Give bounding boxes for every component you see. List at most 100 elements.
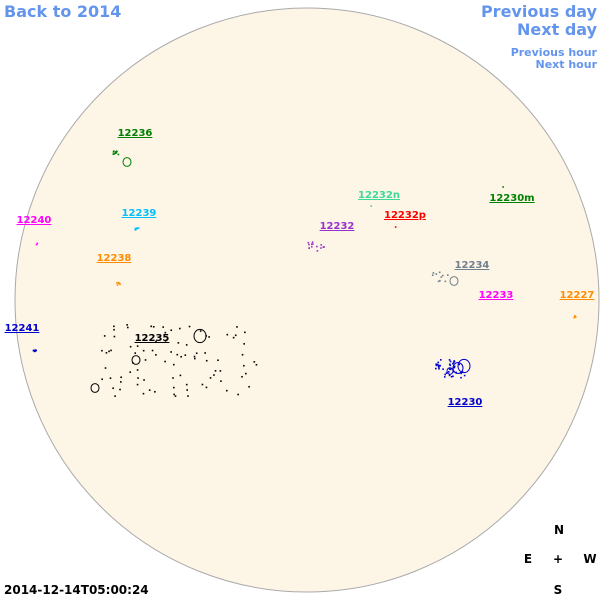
region-label[interactable]: 12234 <box>455 260 490 271</box>
region-label[interactable]: 12240 <box>17 215 52 226</box>
region-label[interactable]: 12236 <box>118 128 153 139</box>
spot <box>448 363 451 366</box>
spot <box>225 389 228 392</box>
prev-day-link[interactable]: Previous day <box>481 2 598 21</box>
spot <box>174 395 177 397</box>
spot <box>150 325 152 328</box>
spot-umbra <box>193 328 207 344</box>
spot <box>452 362 454 365</box>
spot <box>142 349 145 352</box>
spot <box>452 361 455 364</box>
spot <box>148 389 151 391</box>
spot <box>113 325 115 328</box>
spot <box>448 368 451 370</box>
spot <box>176 353 179 356</box>
spot <box>438 367 440 370</box>
prev-hour-link[interactable]: Previous hour <box>511 46 598 59</box>
spot <box>449 360 452 363</box>
spot <box>444 373 446 376</box>
spot <box>438 364 440 367</box>
compass-w: W <box>583 552 596 566</box>
spot <box>435 363 438 366</box>
region-label[interactable]: 12241 <box>5 323 40 334</box>
spot <box>443 376 446 378</box>
region-label[interactable]: 12227 <box>560 290 595 301</box>
spot <box>137 377 139 379</box>
spot <box>241 353 244 356</box>
spot <box>184 354 187 356</box>
spot <box>164 340 167 342</box>
region-label[interactable]: 12238 <box>97 253 132 264</box>
spot <box>213 374 215 376</box>
spot <box>134 228 137 231</box>
spot <box>452 375 454 378</box>
spot-umbra <box>90 383 100 393</box>
spot <box>394 226 397 228</box>
spot <box>179 327 181 330</box>
spot <box>219 370 222 372</box>
region-label[interactable]: 12239 <box>122 208 157 219</box>
next-day-link[interactable]: Next day <box>517 20 598 39</box>
spot <box>449 368 452 371</box>
timestamp: 2014-12-14T05:00:24 <box>4 583 149 597</box>
spot <box>448 374 451 377</box>
spot <box>435 273 438 275</box>
spot <box>154 390 156 393</box>
spot <box>573 315 576 317</box>
spot <box>103 335 106 337</box>
spot <box>108 350 110 353</box>
spot <box>316 250 319 252</box>
spot <box>208 336 210 338</box>
next-hour-link[interactable]: Next hour <box>536 58 598 71</box>
spot <box>151 349 154 352</box>
spot <box>447 371 450 373</box>
region-label[interactable]: 12235 <box>135 333 170 344</box>
spot <box>320 244 323 246</box>
spot <box>460 372 463 375</box>
spot <box>193 357 196 360</box>
spot <box>243 343 246 345</box>
spot <box>232 336 235 339</box>
spot <box>444 280 447 283</box>
spot <box>155 340 157 343</box>
back-link[interactable]: Back to 2014 <box>4 2 121 21</box>
spot <box>440 359 442 361</box>
spot <box>453 360 456 362</box>
spot <box>204 352 206 354</box>
spot <box>116 150 118 153</box>
spot <box>307 241 310 244</box>
spot <box>113 150 115 152</box>
spot <box>435 364 438 367</box>
region-label[interactable]: 12232n <box>358 190 400 201</box>
region-label[interactable]: 12230m <box>489 193 534 204</box>
spot <box>241 375 243 378</box>
spot <box>432 272 435 274</box>
spot <box>180 355 182 358</box>
spot <box>173 393 175 396</box>
spot <box>312 243 314 245</box>
spot <box>101 349 103 352</box>
spot <box>152 325 155 328</box>
region-label[interactable]: 12230 <box>448 397 483 408</box>
spot <box>119 283 121 286</box>
spot <box>438 271 441 274</box>
spot <box>440 276 443 278</box>
spot <box>126 324 128 326</box>
spot <box>164 360 166 363</box>
region-label[interactable]: 12232p <box>384 210 426 221</box>
spot <box>574 316 577 318</box>
spot <box>205 359 208 362</box>
spot <box>143 379 145 381</box>
spot <box>438 366 440 369</box>
spot <box>437 361 440 364</box>
region-label[interactable]: 12233 <box>479 290 514 301</box>
compass-n: N <box>554 523 564 537</box>
spot <box>142 392 145 395</box>
spot <box>310 243 313 246</box>
spot <box>155 354 157 356</box>
region-label[interactable]: 12232 <box>320 221 355 232</box>
spot <box>112 153 115 155</box>
spot <box>137 227 140 229</box>
spot <box>188 325 191 328</box>
spot <box>114 151 117 153</box>
